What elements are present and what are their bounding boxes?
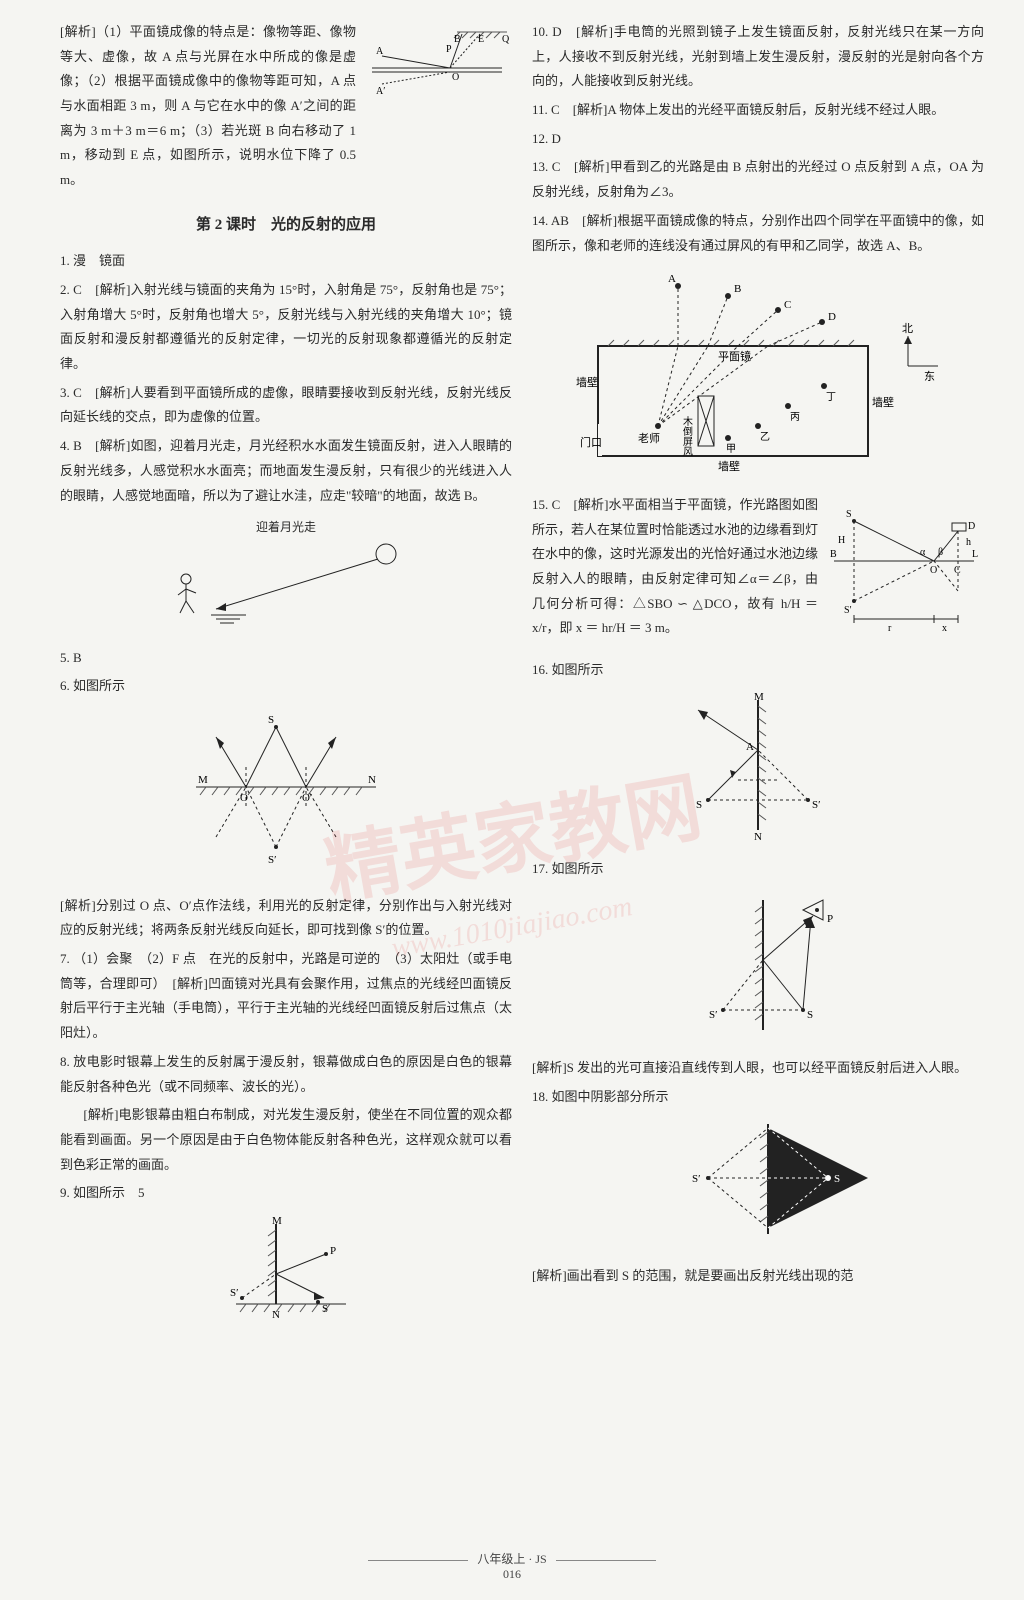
svg-text:S: S xyxy=(696,799,702,811)
q3: 3. C [解析]人要看到平面镜所成的虚像，眼睛要接收到反射光线，反射光线反向延… xyxy=(60,381,512,430)
svg-text:S′: S′ xyxy=(268,854,277,866)
q6: 6. 如图所示 xyxy=(60,674,512,699)
svg-text:D: D xyxy=(968,521,975,532)
svg-text:S: S xyxy=(846,509,852,520)
svg-text:墙壁: 墙壁 xyxy=(576,375,598,389)
q11: 11. C [解析]A 物体上发出的光经平面镜反射后，反射光线不经过人眼。 xyxy=(532,98,984,123)
svg-text:N: N xyxy=(754,831,762,840)
q5: 5. B xyxy=(60,646,512,671)
svg-text:S: S xyxy=(322,1303,328,1315)
svg-text:A: A xyxy=(668,273,676,285)
svg-text:墙壁: 墙壁 xyxy=(718,459,740,473)
q6-expl: [解析]分别过 O 点、O′点作法线，利用光的反射定律，分别作出与入射光线对应的… xyxy=(60,894,512,943)
svg-text:A′: A′ xyxy=(376,86,385,97)
q7: 7. （1）会聚 （2）F 点 在光的反射中，光路是可逆的 （3）太阳灶（或手电… xyxy=(60,947,512,1046)
q14-figure: 门口 平面镜 墙壁 墙壁 墙壁 xyxy=(532,266,984,485)
svg-text:丙: 丙 xyxy=(790,412,800,423)
svg-text:老师: 老师 xyxy=(638,432,660,445)
svg-text:β: β xyxy=(938,547,943,558)
svg-text:O: O xyxy=(930,565,937,576)
svg-text:M: M xyxy=(754,691,764,703)
q16: 16. 如图所示 xyxy=(532,658,984,683)
svg-text:P: P xyxy=(827,913,833,925)
svg-text:P: P xyxy=(446,44,452,55)
q17-figure: P S S′ xyxy=(532,890,984,1049)
svg-text:Q: Q xyxy=(502,34,510,45)
svg-text:墙壁: 墙壁 xyxy=(872,395,894,409)
svg-text:A: A xyxy=(376,46,384,57)
q13: 13. C [解析]甲看到乙的光路是由 B 点射出的光经过 O 点反射到 A 点… xyxy=(532,155,984,204)
q18-expl: [解析]画出看到 S 的范围，就是要画出反射光线出现的范 xyxy=(532,1264,984,1289)
q8-expl: [解析]电影银幕由粗白布制成，对光发生漫反射，使坐在不同位置的观众都能看到画面。… xyxy=(60,1103,512,1177)
right-column: 10. D [解析]手电筒的光照到镜子上发生镜面反射，反射光线只在某一方向上，人… xyxy=(532,20,984,1341)
svg-text:L: L xyxy=(972,549,978,560)
q6-figure: M N S O O′ xyxy=(60,707,512,886)
svg-text:H: H xyxy=(838,535,845,546)
q17-expl: [解析]S 发出的光可直接沿直线传到人眼，也可以经平面镜反射后进入人眼。 xyxy=(532,1056,984,1081)
svg-text:D: D xyxy=(828,311,836,323)
q17: 17. 如图所示 xyxy=(532,857,984,882)
svg-text:丁: 丁 xyxy=(826,392,836,403)
intro-figure: B E Q P A A′ O xyxy=(362,28,512,189)
page-footer: 八年级上 · JS 016 xyxy=(0,1550,1024,1582)
q4: 4. B [解析]如图，迎着月光走，月光经积水水面发生镜面反射，进入人眼睛的反射… xyxy=(60,434,512,508)
svg-text:北: 北 xyxy=(902,322,913,335)
svg-text:东: 东 xyxy=(924,370,935,383)
svg-text:S: S xyxy=(268,714,274,726)
svg-text:S′: S′ xyxy=(812,799,821,811)
svg-text:r: r xyxy=(888,623,892,634)
svg-text:A: A xyxy=(746,741,754,753)
svg-text:N: N xyxy=(272,1309,280,1321)
left-column: [解析]（1）平面镜成像的特点是：像物等距、像物等大、虚像，故 A 点与光屏在水… xyxy=(60,20,512,1341)
svg-text:h: h xyxy=(966,537,971,548)
footer-page: 016 xyxy=(503,1567,521,1581)
svg-text:乙: 乙 xyxy=(760,431,770,443)
q4-figure: 迎着月光走 xyxy=(60,516,512,637)
svg-text:S′: S′ xyxy=(692,1173,701,1185)
q18-figure: S S′ xyxy=(532,1118,984,1257)
svg-text:S′: S′ xyxy=(844,605,852,616)
svg-text:O: O xyxy=(240,792,248,804)
svg-text:N: N xyxy=(368,774,376,786)
svg-text:M: M xyxy=(198,774,208,786)
q15-figure: B L S D H h α β O C xyxy=(824,501,984,650)
q4-caption: 迎着月光走 xyxy=(60,516,512,539)
svg-text:甲: 甲 xyxy=(726,444,736,455)
q12: 12. D xyxy=(532,127,984,152)
q2: 2. C [解析]入射光线与镜面的夹角为 15°时，入射角是 75°，反射角也是… xyxy=(60,278,512,377)
svg-text:S: S xyxy=(807,1009,813,1021)
q9: 9. 如图所示 5 xyxy=(60,1181,512,1206)
q8: 8. 放电影时银幕上发生的反射属于漫反射，银幕做成白色的原因是白色的银幕能反射各… xyxy=(60,1050,512,1099)
svg-text:C: C xyxy=(784,299,791,311)
svg-text:O′: O′ xyxy=(302,792,312,804)
q15: 15. C [解析]水平面相当于平面镜，作光路图如图所示，若人在某位置时恰能透过… xyxy=(532,493,818,654)
q1: 1. 漫 镜面 xyxy=(60,249,512,274)
svg-text:E: E xyxy=(478,34,484,45)
svg-text:S′: S′ xyxy=(709,1009,718,1021)
q16-figure: M N S S′ A xyxy=(532,690,984,849)
svg-text:B: B xyxy=(830,549,837,560)
q10: 10. D [解析]手电筒的光照到镜子上发生镜面反射，反射光线只在某一方向上，人… xyxy=(532,20,984,94)
svg-text:木倒屏风: 木倒屏风 xyxy=(681,416,693,457)
svg-text:x: x xyxy=(942,623,947,634)
svg-text:P: P xyxy=(330,1245,336,1257)
intro-text: [解析]（1）平面镜成像的特点是：像物等距、像物等大、虚像，故 A 点与光屏在水… xyxy=(60,20,356,193)
svg-text:M: M xyxy=(272,1215,282,1227)
section-title: 第 2 课时 光的反射的应用 xyxy=(60,211,512,240)
svg-text:S′: S′ xyxy=(230,1287,239,1299)
svg-text:门口: 门口 xyxy=(580,435,602,449)
footer-grade: 八年级上 · JS xyxy=(477,1552,546,1566)
q18: 18. 如图中阴影部分所示 xyxy=(532,1085,984,1110)
svg-text:O: O xyxy=(452,72,459,83)
svg-text:B: B xyxy=(734,283,741,295)
q14: 14. AB [解析]根据平面镜成像的特点，分别作出四个同学在平面镜中的像，如图… xyxy=(532,209,984,258)
q9-figure: M N P S′ S xyxy=(60,1214,512,1333)
svg-text:S: S xyxy=(834,1173,840,1185)
svg-text:α: α xyxy=(920,547,926,558)
